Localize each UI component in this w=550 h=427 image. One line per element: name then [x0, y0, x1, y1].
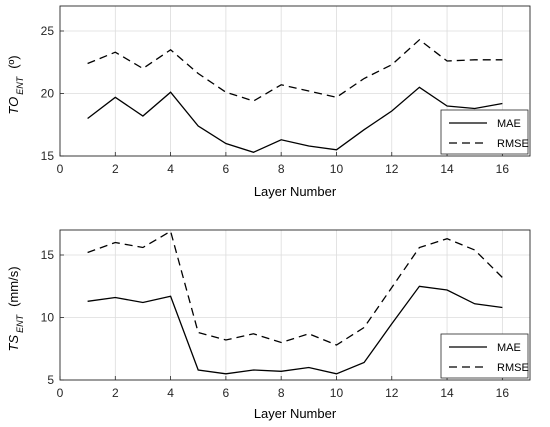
y-axis-label: TS ENT (mm/s) [6, 266, 25, 351]
y-axis-label-unit: (º) [6, 55, 21, 68]
series-line-mae [87, 86, 503, 153]
plot-area-frame [59, 229, 531, 381]
x-tick-label: 2 [112, 386, 119, 400]
y-axis-label-sub: ENT [15, 313, 25, 333]
legend-box [440, 333, 529, 379]
x-tick-label: 8 [278, 386, 285, 400]
x-axis-label: Layer Number [254, 184, 337, 199]
y-axis-label-unit: (mm/s) [6, 266, 21, 306]
legend-label-mae: MAE [497, 342, 521, 354]
x-tick-label: 10 [330, 162, 344, 176]
series-line-rmse [87, 230, 503, 346]
legend-label-rmse: RMSE [497, 138, 529, 150]
x-tick-label: 14 [440, 162, 454, 176]
x-tick-label: 6 [223, 386, 230, 400]
x-tick-label: 0 [57, 386, 64, 400]
series-line-mae [87, 285, 503, 375]
legend-box [440, 109, 529, 155]
y-tick-label: 15 [41, 248, 55, 262]
x-tick-label: 16 [496, 386, 510, 400]
plot-area-frame [59, 5, 531, 157]
y-axis-label-sub: ENT [15, 75, 25, 95]
y-axis-label: TO ENT (º) [6, 55, 25, 114]
y-tick-label: 10 [41, 311, 55, 325]
legend-label-mae: MAE [497, 118, 521, 130]
chart-panel-to-ent: 0 2 4 6 8 10 12 14 16 15 20 25 MAE RMSE Layer Number TO… [6, 5, 531, 199]
x-tick-label: 4 [167, 162, 174, 176]
x-tick-label: 4 [167, 386, 174, 400]
x-tick-label: 16 [496, 162, 510, 176]
x-tick-label: 2 [112, 162, 119, 176]
legend-label-rmse: RMSE [497, 362, 529, 374]
x-tick-label: 14 [440, 386, 454, 400]
x-tick-label: 6 [223, 162, 230, 176]
y-tick-label: 20 [41, 87, 55, 101]
x-tick-label: 12 [385, 386, 399, 400]
y-axis-label-main: TO [6, 97, 21, 115]
x-axis-label: Layer Number [254, 406, 337, 421]
x-tick-label: 12 [385, 162, 399, 176]
chart-panel-ts-ent: 0 2 4 6 8 10 12 14 16 5 10 15 MAE RMSE Layer Number TS E… [6, 229, 531, 421]
x-tick-label: 0 [57, 162, 64, 176]
series-line-rmse [87, 38, 503, 102]
y-axis-label-main: TS [6, 335, 21, 352]
x-tick-label: 10 [330, 386, 344, 400]
y-tick-label: 5 [47, 373, 54, 387]
x-tick-label: 8 [278, 162, 285, 176]
y-tick-label: 25 [41, 24, 55, 38]
y-tick-label: 15 [41, 149, 55, 163]
